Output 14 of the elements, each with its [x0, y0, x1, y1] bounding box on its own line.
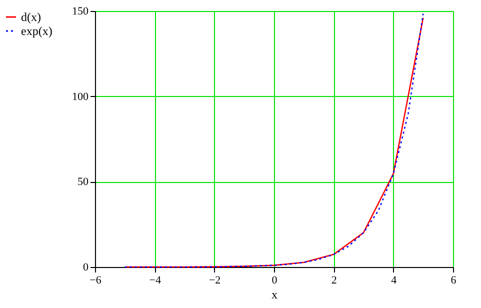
y-tick-label: 0 — [83, 262, 89, 274]
x-tick-label: −6 — [90, 274, 102, 286]
x-tick-label: 2 — [331, 274, 337, 286]
x-axis-title: x — [272, 288, 278, 302]
x-tick-label: −2 — [208, 274, 221, 286]
y-tick-label: 50 — [78, 176, 89, 188]
legend-label: exp(x) — [21, 24, 52, 38]
x-tick-label: 0 — [272, 274, 278, 286]
y-tick-label: 150 — [72, 6, 89, 18]
x-tick-label: 6 — [450, 274, 457, 286]
x-tick-label: −4 — [149, 274, 162, 286]
legend-label: d(x) — [21, 10, 41, 24]
x-tick-label: 4 — [391, 274, 398, 286]
y-tick-label: 100 — [72, 90, 89, 103]
